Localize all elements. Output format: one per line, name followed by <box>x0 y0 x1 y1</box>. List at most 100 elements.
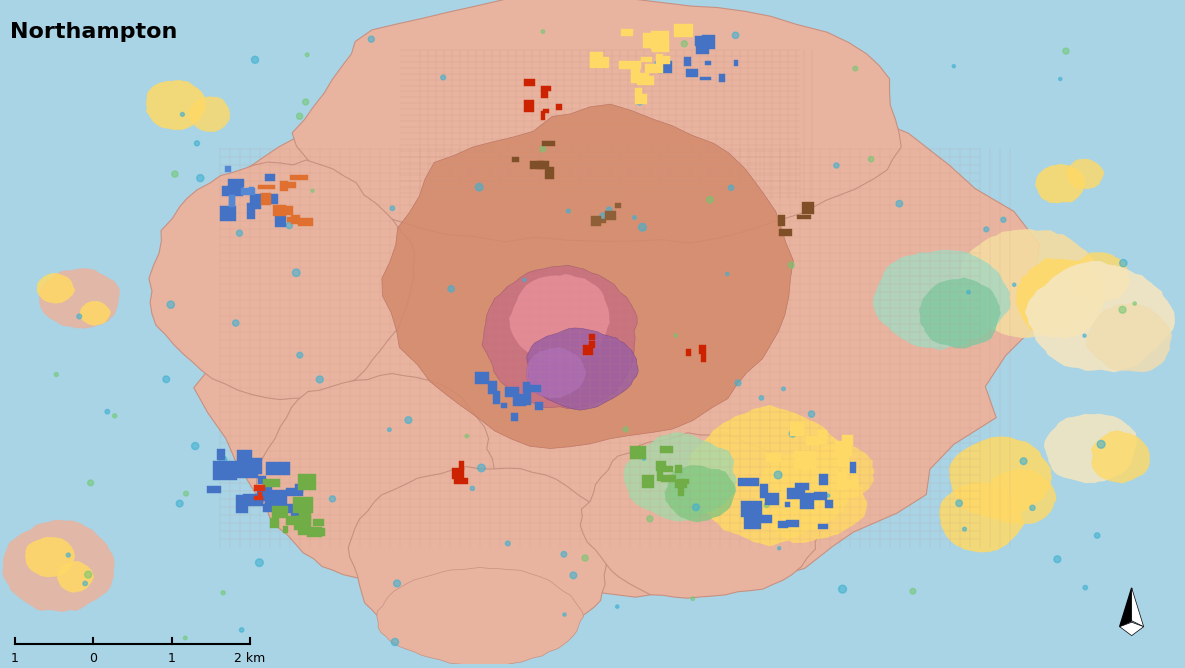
Bar <box>818 430 827 444</box>
Circle shape <box>448 286 454 292</box>
Bar <box>838 472 847 490</box>
Circle shape <box>478 464 485 472</box>
Bar <box>787 520 799 527</box>
Bar <box>543 109 549 112</box>
Bar <box>658 470 664 481</box>
Bar <box>260 194 278 204</box>
Circle shape <box>172 171 178 177</box>
Circle shape <box>1083 334 1087 337</box>
Polygon shape <box>57 561 94 593</box>
Circle shape <box>167 301 174 309</box>
Bar <box>243 494 256 502</box>
Circle shape <box>633 216 636 219</box>
Bar <box>537 162 549 169</box>
Circle shape <box>293 269 300 277</box>
Bar <box>542 111 545 120</box>
Bar <box>299 474 316 490</box>
Circle shape <box>542 30 545 33</box>
Bar <box>656 460 666 470</box>
Circle shape <box>306 53 309 57</box>
Bar <box>258 476 267 484</box>
Bar <box>225 166 231 172</box>
Polygon shape <box>527 328 639 410</box>
Circle shape <box>953 65 955 67</box>
Bar <box>674 25 693 37</box>
Text: Northampton: Northampton <box>9 22 178 42</box>
Polygon shape <box>508 274 610 363</box>
Bar <box>217 449 225 460</box>
Bar <box>280 182 288 191</box>
Circle shape <box>789 430 796 437</box>
Polygon shape <box>1087 303 1172 372</box>
Bar <box>270 518 278 528</box>
Bar <box>659 466 673 472</box>
Bar <box>760 484 768 498</box>
Circle shape <box>1053 556 1061 562</box>
Circle shape <box>184 636 187 640</box>
Circle shape <box>1063 48 1069 54</box>
Bar <box>630 69 640 83</box>
Circle shape <box>231 186 238 193</box>
Bar <box>675 465 683 473</box>
Circle shape <box>296 113 302 120</box>
Bar <box>295 498 303 512</box>
Bar <box>590 52 603 67</box>
Circle shape <box>84 571 91 578</box>
Bar <box>834 441 852 456</box>
Text: 2 km: 2 km <box>235 653 265 665</box>
Circle shape <box>732 32 738 39</box>
Text: 0: 0 <box>89 653 97 665</box>
Bar <box>534 402 544 410</box>
Polygon shape <box>873 250 1010 350</box>
Circle shape <box>692 504 699 510</box>
Bar <box>686 69 698 77</box>
Bar <box>685 57 691 66</box>
Bar <box>283 526 288 533</box>
Bar <box>290 215 300 224</box>
Bar <box>459 461 465 470</box>
Circle shape <box>782 387 786 391</box>
Bar <box>524 79 536 86</box>
Bar <box>236 467 258 478</box>
Bar <box>295 484 302 493</box>
Bar <box>652 31 670 50</box>
Circle shape <box>192 442 199 450</box>
Bar <box>290 509 306 521</box>
Circle shape <box>1013 283 1016 287</box>
Bar <box>248 496 263 506</box>
Circle shape <box>232 320 239 326</box>
Polygon shape <box>256 373 497 580</box>
Bar <box>801 498 814 509</box>
Polygon shape <box>348 466 610 649</box>
Bar <box>299 511 312 524</box>
Polygon shape <box>949 437 1051 519</box>
Circle shape <box>83 581 88 586</box>
Circle shape <box>639 223 646 231</box>
Bar <box>527 385 540 391</box>
Circle shape <box>162 376 169 383</box>
Bar <box>675 480 687 488</box>
Polygon shape <box>1132 588 1144 627</box>
Bar <box>779 521 788 528</box>
Bar <box>505 387 519 397</box>
Bar <box>743 513 761 529</box>
Circle shape <box>956 500 962 506</box>
Bar <box>699 345 706 354</box>
Bar <box>601 219 606 223</box>
Bar <box>766 493 780 504</box>
Circle shape <box>1001 217 1006 222</box>
Bar <box>264 174 275 181</box>
Bar <box>738 478 758 486</box>
Bar <box>794 451 815 469</box>
Bar <box>475 372 489 384</box>
Bar <box>523 382 530 393</box>
Bar <box>686 349 691 356</box>
Circle shape <box>869 156 873 162</box>
Bar <box>590 216 601 226</box>
Circle shape <box>475 183 483 191</box>
Circle shape <box>563 613 566 616</box>
Circle shape <box>256 559 263 566</box>
Bar <box>454 478 468 484</box>
Bar <box>656 54 662 64</box>
Bar <box>634 73 649 78</box>
